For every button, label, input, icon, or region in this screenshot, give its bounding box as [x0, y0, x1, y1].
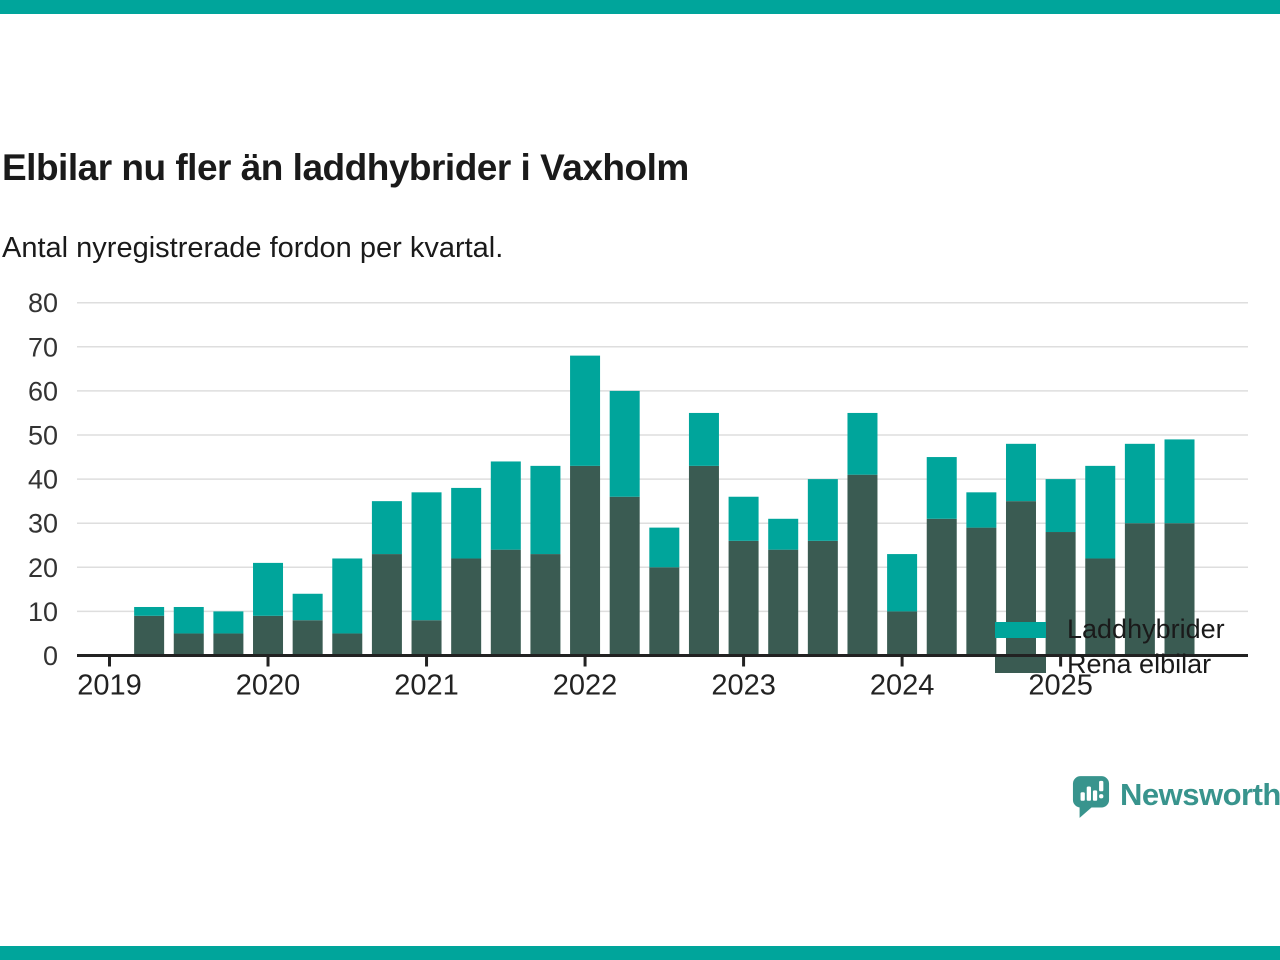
bar-segment-laddhybrider-2023-Q3: [807, 479, 838, 541]
y-axis-label-80: 80: [28, 288, 58, 318]
bar-segment-rena-elbilar-2023-Q1: [728, 540, 759, 656]
bar-segment-laddhybrider-2022-Q1: [570, 355, 601, 466]
bottom-accent-bar: [0, 946, 1280, 960]
bar-segment-laddhybrider-2024-Q1: [887, 554, 918, 612]
bar-segment-laddhybrider-2021-Q2: [451, 487, 482, 559]
bar-segment-rena-elbilar-2019-Q2: [134, 615, 165, 656]
bar-segment-laddhybrider-2021-Q3: [490, 461, 521, 550]
newsworthy-logo-text: Newsworthy: [1120, 777, 1280, 812]
bar-segment-rena-elbilar-2025-Q2: [1085, 558, 1116, 656]
y-axis-label-20: 20: [28, 553, 58, 583]
bar-segment-laddhybrider-2024-Q4: [1005, 443, 1036, 502]
bar-segment-laddhybrider-2020-Q1: [253, 562, 284, 616]
bar-segment-laddhybrider-2024-Q3: [966, 492, 997, 528]
x-axis-label-2021: 2021: [394, 670, 459, 702]
bar-segment-rena-elbilar-2020-Q3: [332, 633, 363, 656]
bar-segment-rena-elbilar-2021-Q2: [451, 558, 482, 656]
bar-segment-laddhybrider-2023-Q4: [847, 412, 878, 475]
bar-segment-laddhybrider-2020-Q2: [292, 593, 323, 621]
y-axis-label-40: 40: [28, 465, 58, 495]
legend-label-rena-elbilar: Rena elbilar: [1067, 649, 1212, 679]
bar-segment-laddhybrider-2022-Q3: [649, 527, 680, 568]
newsworthy-logo-icon: [1072, 776, 1110, 818]
bar-segment-rena-elbilar-2019-Q4: [213, 633, 244, 656]
bar-segment-laddhybrider-2025-Q4: [1164, 439, 1195, 524]
bar-segment-laddhybrider-2025-Q2: [1085, 465, 1116, 559]
y-axis-label-30: 30: [28, 509, 58, 539]
bar-segment-rena-elbilar-2022-Q4: [688, 465, 719, 656]
bar-segment-rena-elbilar-2021-Q1: [411, 620, 442, 656]
bar-segment-rena-elbilar-2022-Q2: [609, 496, 640, 656]
bar-segment-rena-elbilar-2022-Q1: [570, 465, 601, 656]
y-axis-label-70: 70: [28, 332, 58, 362]
bar-segment-laddhybrider-2020-Q3: [332, 558, 363, 634]
legend-swatch-laddhybrider: [995, 621, 1046, 638]
chart-legend: Laddhybrider Rena elbilar: [995, 613, 1225, 683]
bar-segment-rena-elbilar-2020-Q1: [253, 615, 284, 656]
x-axis-label-2020: 2020: [236, 670, 301, 702]
bar-segment-laddhybrider-2025-Q3: [1124, 443, 1155, 524]
bar-segment-laddhybrider-2025-Q1: [1045, 479, 1076, 533]
stacked-bar-chart: 0 10 20 30 40 50 60 70 80 2019 2020 2021 2022 2023 202…: [0, 283, 1280, 713]
bar-segment-laddhybrider-2023-Q1: [728, 496, 759, 541]
y-axis-label-60: 60: [28, 376, 58, 406]
chart-subtitle: Antal nyregistrerade fordon per kvartal.: [2, 232, 504, 264]
x-axis-label-2019: 2019: [77, 670, 142, 702]
bar-segment-rena-elbilar-2022-Q3: [649, 567, 680, 656]
bar-segment-laddhybrider-2019-Q3: [173, 606, 204, 634]
bar-segment-rena-elbilar-2025-Q4: [1164, 523, 1195, 656]
bar-segment-rena-elbilar-2021-Q4: [530, 554, 561, 656]
bar-segment-laddhybrider-2022-Q2: [609, 390, 640, 497]
top-accent-bar: [0, 0, 1280, 14]
bar-segment-rena-elbilar-2024-Q3: [966, 527, 997, 656]
x-axis-label-2025: 2025: [1028, 670, 1093, 702]
legend-item-laddhybrider: Laddhybrider: [995, 613, 1225, 646]
legend-swatch-rena-elbilar: [995, 656, 1046, 673]
bar-segment-laddhybrider-2021-Q4: [530, 465, 561, 555]
bar-segment-laddhybrider-2020-Q4: [371, 501, 402, 555]
bar-segment-rena-elbilar-2025-Q1: [1045, 532, 1076, 656]
bar-segment-laddhybrider-2022-Q4: [688, 412, 719, 466]
bar-segment-rena-elbilar-2024-Q1: [887, 611, 918, 656]
bar-segment-rena-elbilar-2020-Q2: [292, 620, 323, 656]
newsworthy-logo: Newsworthy: [1072, 775, 1280, 821]
x-axis-label-2022: 2022: [553, 670, 618, 702]
bar-segment-rena-elbilar-2019-Q3: [173, 633, 204, 656]
y-axis-label-50: 50: [28, 421, 58, 451]
legend-item-rena-elbilar: Rena elbilar: [995, 648, 1225, 681]
x-axis-label-2023: 2023: [711, 670, 776, 702]
bar-segment-laddhybrider-2023-Q2: [768, 518, 799, 550]
bar-segment-laddhybrider-2024-Q2: [926, 457, 957, 519]
bar-segment-laddhybrider-2019-Q4: [213, 611, 244, 634]
bar-segment-laddhybrider-2019-Q2: [134, 606, 165, 616]
chart-canvas: 0 10 20 30 40 50 60 70 80 2019 2020 2021 2022 2023 202…: [28, 288, 1248, 702]
bar-segment-rena-elbilar-2024-Q2: [926, 518, 957, 656]
y-axis-label-0: 0: [43, 641, 58, 671]
bar-segment-rena-elbilar-2020-Q4: [371, 554, 402, 656]
chart-title: Elbilar nu fler än laddhybrider i Vaxhol…: [2, 147, 689, 188]
bar-segment-rena-elbilar-2023-Q2: [768, 549, 799, 656]
legend-label-laddhybrider: Laddhybrider: [1067, 614, 1225, 644]
x-axis-label-2024: 2024: [870, 670, 935, 702]
bar-segment-rena-elbilar-2023-Q3: [807, 540, 838, 656]
bar-segment-rena-elbilar-2023-Q4: [847, 474, 878, 656]
y-axis-label-10: 10: [28, 597, 58, 627]
bar-segment-rena-elbilar-2025-Q3: [1124, 523, 1155, 656]
bar-segment-laddhybrider-2021-Q1: [411, 492, 442, 621]
bar-segment-rena-elbilar-2021-Q3: [490, 549, 521, 656]
